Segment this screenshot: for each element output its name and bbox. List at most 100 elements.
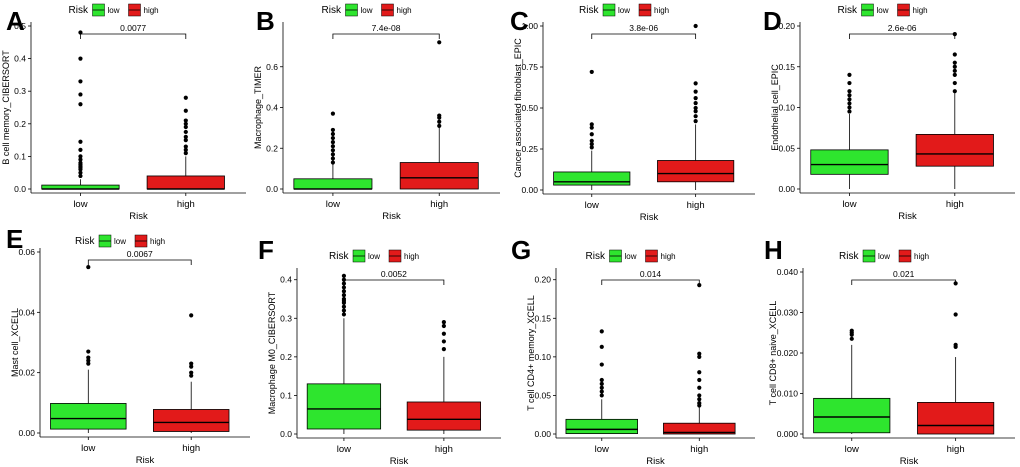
outlier-point xyxy=(847,93,852,98)
panel-letter: A xyxy=(6,6,25,36)
y-tick-label: 0.04 xyxy=(18,307,35,317)
box-body xyxy=(663,422,736,435)
outlier-point xyxy=(189,373,194,378)
box-high xyxy=(399,40,479,190)
outlier-point xyxy=(693,89,698,94)
box-body xyxy=(553,171,631,186)
significance-bracket xyxy=(343,279,445,285)
outlier-point xyxy=(599,329,604,334)
outlier-point xyxy=(847,80,852,86)
outlier-point xyxy=(183,129,188,135)
panel-letter: B xyxy=(256,6,275,36)
x-tick-label: low xyxy=(73,199,87,210)
y-tick-label: 0.010 xyxy=(777,389,799,399)
y-tick-label: 0.00 xyxy=(18,428,35,438)
y-tick-label: 0.00 xyxy=(534,429,551,439)
outlier-point xyxy=(437,123,442,128)
box-body xyxy=(917,402,995,435)
y-tick-label: 0.2 xyxy=(266,143,278,153)
outlier-point xyxy=(189,361,194,366)
x-tick-label: high xyxy=(946,199,964,210)
outlier-point xyxy=(847,105,852,110)
y-axis-label: Mast cell_XCELL xyxy=(10,308,20,377)
legend-label-high: high xyxy=(397,6,412,15)
outlier-point xyxy=(847,89,852,94)
outlier-point xyxy=(693,114,698,119)
outlier-point xyxy=(183,147,188,152)
outlier-point xyxy=(693,81,698,86)
panel-letter: D xyxy=(763,6,782,36)
legend-label-low: low xyxy=(114,237,126,246)
y-tick-label: 0.4 xyxy=(266,103,278,113)
outlier-point xyxy=(599,385,604,390)
outlier-point xyxy=(952,60,957,65)
panel-b: B Risk low high 0.0 0.2 0.4 0.6Macrophage_TIMER… xyxy=(253,3,500,222)
outlier-point xyxy=(697,393,702,398)
y-tick-label: 0.10 xyxy=(534,352,551,362)
legend-label-high: high xyxy=(914,252,929,261)
x-axis-label: Risk xyxy=(646,456,665,467)
outlier-point xyxy=(952,52,957,57)
y-tick-label: 0.4 xyxy=(280,275,292,285)
x-axis-label: Risk xyxy=(136,455,155,466)
outlier-point xyxy=(86,355,91,360)
legend-title: Risk xyxy=(322,5,342,16)
outlier-point xyxy=(78,170,83,175)
outlier-point xyxy=(86,361,91,366)
outlier-point xyxy=(589,132,594,137)
box-high xyxy=(915,32,994,189)
outlier-point xyxy=(330,127,336,133)
outlier-point xyxy=(341,289,347,294)
p-value-label: 0.014 xyxy=(640,269,662,279)
outlier-point xyxy=(953,342,958,347)
y-tick-label: 0.3 xyxy=(280,313,292,323)
outlier-point xyxy=(183,151,188,156)
outlier-point xyxy=(330,135,336,141)
outlier-point xyxy=(341,293,347,298)
box-body xyxy=(813,397,891,434)
legend: Risk low high xyxy=(69,3,159,17)
outlier-point xyxy=(183,95,188,100)
outlier-point xyxy=(341,296,347,302)
outlier-point xyxy=(183,121,188,126)
box-low xyxy=(50,264,127,433)
box-body xyxy=(146,175,225,190)
x-tick-label: high xyxy=(690,444,708,455)
outlier-point xyxy=(847,97,852,102)
box-body xyxy=(657,160,735,183)
y-tick-label: 0.15 xyxy=(778,62,795,72)
y-tick-label: 0.5 xyxy=(14,21,26,31)
y-tick-label: 0.00 xyxy=(521,185,538,195)
legend: Risk low high xyxy=(586,249,676,263)
panel-d: D Risk low high 0.00 0.05 0.10 0.15 0.20 Endothel… xyxy=(763,3,1015,222)
box-body xyxy=(399,162,479,190)
y-tick-label: 0.2 xyxy=(14,119,26,129)
outlier-point xyxy=(78,154,83,159)
y-tick-label: 0.3 xyxy=(14,86,26,96)
outlier-point xyxy=(183,144,188,149)
legend-title: Risk xyxy=(839,251,859,262)
y-axis-label: T cell CD4+ memory_XCELL xyxy=(526,295,536,411)
outlier-point xyxy=(589,141,594,147)
outlier-point xyxy=(183,134,188,139)
outlier-point xyxy=(330,144,336,149)
outlier-point xyxy=(697,370,702,375)
outlier-point xyxy=(599,393,604,398)
outlier-point xyxy=(78,157,83,162)
y-tick-label: 0.05 xyxy=(778,143,795,153)
box-low xyxy=(41,30,120,190)
box-body xyxy=(915,133,994,167)
y-tick-label: 0.25 xyxy=(521,144,538,154)
y-tick-label: 0.75 xyxy=(521,62,538,72)
y-tick-label: 0.020 xyxy=(777,348,799,358)
outlier-point xyxy=(441,320,446,325)
x-tick-label: low xyxy=(326,199,340,210)
box-low xyxy=(293,111,373,190)
panel-letter: C xyxy=(510,6,529,36)
outlier-point xyxy=(330,140,336,145)
outlier-point xyxy=(589,125,594,130)
panel-letter: E xyxy=(6,224,23,254)
x-axis-label: Risk xyxy=(390,456,409,467)
outlier-point xyxy=(78,147,83,152)
